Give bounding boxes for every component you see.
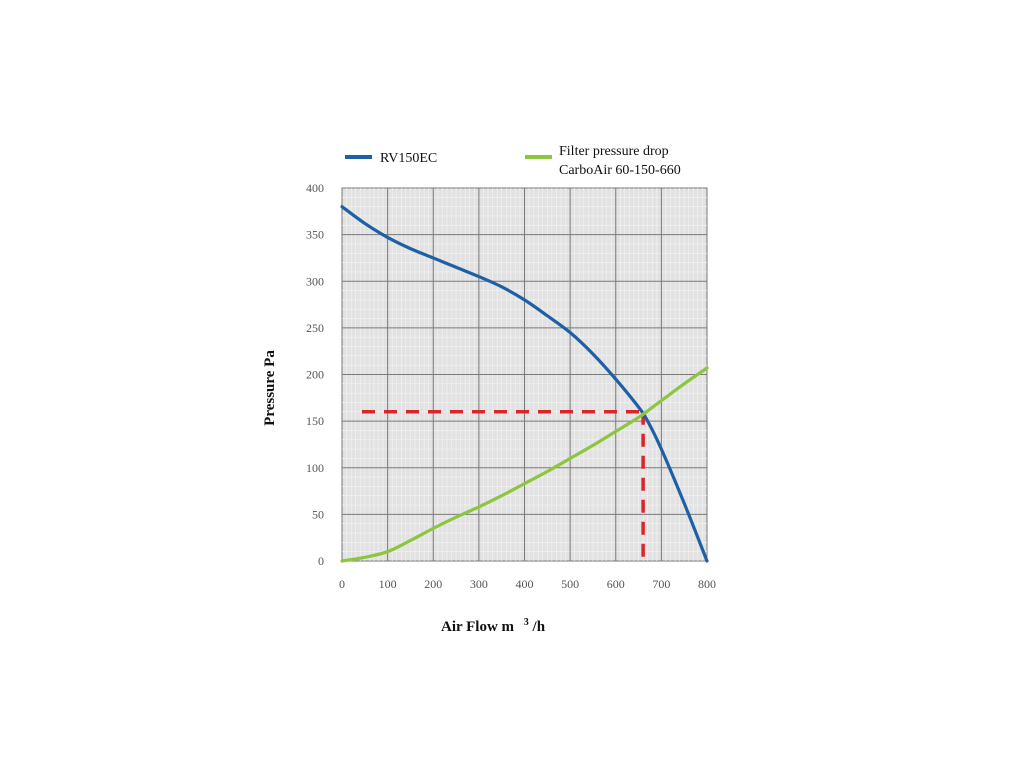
series-layer	[340, 205, 709, 563]
y-tick-label: 400	[306, 181, 324, 195]
y-tick-label: 50	[312, 507, 324, 521]
y-tick-label: 250	[306, 321, 324, 335]
y-tick-label: 0	[318, 554, 324, 568]
x-axis-title-main: Air Flow m	[441, 619, 515, 635]
y-axis-title: Pressure Pa	[262, 350, 278, 426]
x-axis-title-suffix: /h	[532, 619, 546, 635]
x-tick-label: 100	[379, 577, 397, 591]
legend-label-filter-line1: Filter pressure drop	[559, 144, 669, 159]
x-tick-label: 300	[470, 577, 488, 591]
reference-lines	[362, 410, 645, 561]
x-axis-title: Air Flow m 3 /h	[441, 613, 546, 635]
x-tick-label: 800	[698, 577, 716, 591]
legend: RV150EC Filter pressure drop CarboAir 60…	[345, 144, 681, 178]
major-grid	[342, 188, 707, 561]
series-line-1	[340, 366, 709, 563]
y-tick-label: 150	[306, 414, 324, 428]
y-tick-label: 350	[306, 228, 324, 242]
legend-label-rv150ec: RV150EC	[380, 151, 437, 166]
y-axis-ticks: 0 50 100 150 200 250 300 350 400	[306, 181, 324, 568]
y-tick-label: 100	[306, 461, 324, 475]
legend-label-filter-line2: CarboAir 60-150-660	[559, 163, 681, 178]
x-axis-title-sup: 3	[524, 617, 529, 628]
x-tick-label: 600	[607, 577, 625, 591]
x-tick-label: 200	[424, 577, 442, 591]
x-tick-label: 500	[561, 577, 579, 591]
y-tick-label: 200	[306, 368, 324, 382]
x-axis-ticks: 0 100 200 300 400 500 600 700 800	[339, 577, 716, 591]
series-line-0	[340, 205, 709, 563]
y-tick-label: 300	[306, 274, 324, 288]
x-tick-label: 700	[652, 577, 670, 591]
x-tick-label: 0	[339, 577, 345, 591]
x-tick-label: 400	[516, 577, 534, 591]
